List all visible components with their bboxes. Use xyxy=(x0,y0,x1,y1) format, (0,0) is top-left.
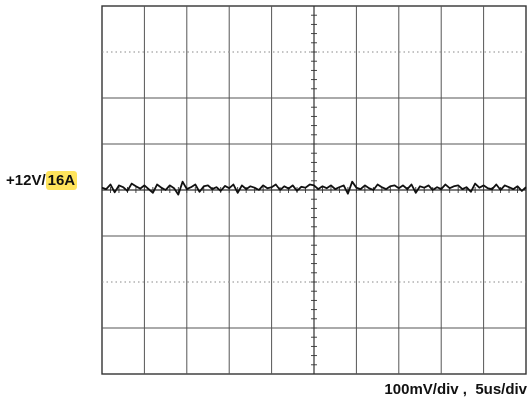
scale-separator: , xyxy=(458,381,476,398)
time-per-div: 5us/div xyxy=(475,381,527,398)
channel-label: +12V/16A xyxy=(6,171,78,190)
channel-label-prefix: +12V/ xyxy=(6,172,46,189)
graticule xyxy=(101,5,527,375)
signal-trace xyxy=(101,180,527,196)
scale-readout: 100mV/div , 5us/div xyxy=(384,381,527,398)
trace-layer xyxy=(101,180,527,196)
volts-per-div: 100mV/div xyxy=(384,381,459,398)
channel-label-highlight: 16A xyxy=(45,171,78,190)
